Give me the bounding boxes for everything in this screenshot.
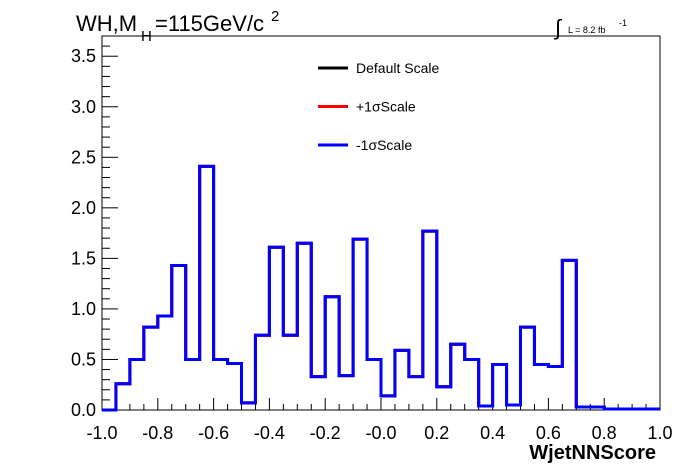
x-tick-label: 0.6 [536, 423, 561, 443]
luminosity-label: ∫ L = 8.2 fb -1 [553, 15, 627, 40]
title-value: =115GeV/c [155, 11, 264, 36]
legend-label: +1σScale [356, 99, 416, 115]
y-tick-label: 1.5 [71, 248, 96, 268]
x-tick-label: -0.0 [365, 423, 396, 443]
y-tick-label: 3.5 [71, 46, 96, 66]
legend-label: -1σScale [356, 137, 412, 153]
x-tick-label: 0.8 [592, 423, 617, 443]
x-tick-label: -0.6 [198, 423, 229, 443]
luminosity-text: L = 8.2 fb [568, 25, 605, 35]
x-axis-label: WjetNNScore [529, 442, 656, 464]
y-tick-label: 0.5 [71, 349, 96, 369]
x-axis: -1.0 -0.8 -0.6 -0.4 -0.2 -0.0 0.2 0.4 0.6 0.8 1.0 [86, 398, 673, 443]
luminosity-superscript: -1 [619, 18, 627, 28]
title-main: WH,M [76, 11, 137, 36]
x-tick-label: 1.0 [647, 423, 672, 443]
x-tick-label: 0.2 [424, 423, 449, 443]
series-line-2 [102, 164, 660, 412]
series-layer [102, 164, 660, 412]
x-tick-label: -0.8 [142, 423, 173, 443]
x-tick-label: -1.0 [86, 423, 117, 443]
legend: Default Scale +1σScale -1σScale [318, 60, 439, 153]
y-tick-label: 3.0 [71, 97, 96, 117]
y-tick-label: 2.0 [71, 198, 96, 218]
x-tick-label: -0.2 [310, 423, 341, 443]
integral-symbol: ∫ [553, 15, 563, 40]
y-tick-label: 0.0 [71, 400, 96, 420]
y-tick-label: 1.0 [71, 299, 96, 319]
x-tick-label: 0.4 [480, 423, 505, 443]
y-tick-label: 2.5 [71, 147, 96, 167]
chart-title: WH,M H =115GeV/c 2 [76, 8, 279, 45]
x-tick-label: -0.4 [254, 423, 285, 443]
y-axis: 0.0 0.5 1.0 1.5 2.0 2.5 3.0 3.5 [71, 35, 118, 420]
legend-label: Default Scale [356, 60, 439, 76]
title-superscript: 2 [271, 8, 279, 25]
